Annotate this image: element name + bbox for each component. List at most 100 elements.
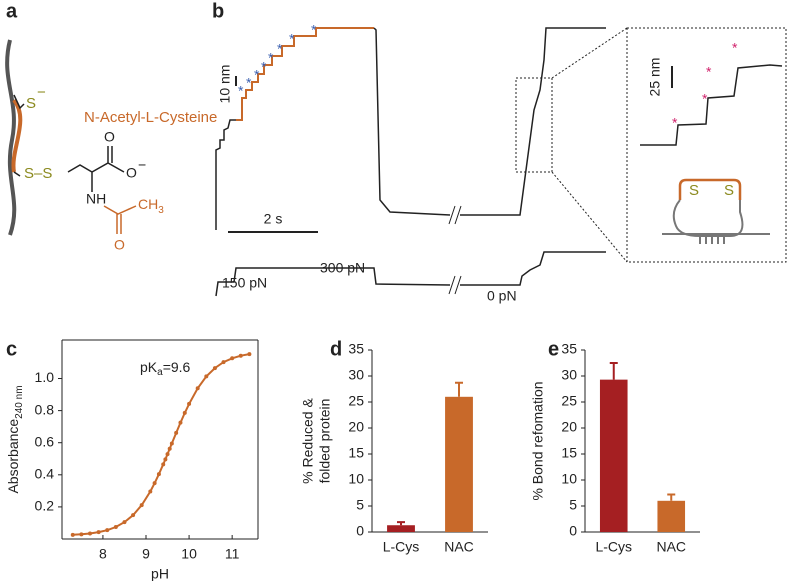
force-label: 300 pN [320, 260, 365, 276]
scale-label: 2 s [264, 211, 283, 227]
curve [72, 353, 250, 536]
step-marker: * [732, 40, 738, 56]
y-tick-label: 0 [569, 523, 577, 539]
y-tick-label: 0.6 [35, 433, 55, 449]
atom: S [724, 182, 734, 199]
step-marker: * [277, 41, 283, 57]
scale-label: 10 nm [217, 65, 233, 104]
bond [103, 205, 137, 234]
step-marker: * [702, 91, 708, 107]
point [169, 441, 174, 446]
y-tick-label: 30 [561, 367, 577, 383]
point [139, 503, 144, 508]
y-tick-label: 1.0 [35, 369, 55, 385]
y-tick-label: 20 [348, 419, 364, 435]
bar [387, 525, 415, 532]
y-axis-label: % Reduced & [300, 398, 316, 484]
label-part: =9.6 [163, 359, 191, 375]
atom: S–S [24, 165, 52, 182]
label-part: a [157, 367, 163, 378]
point [70, 532, 75, 537]
y-axis-label: % Bond refomation [530, 381, 546, 500]
inset-trace [640, 64, 783, 146]
panel-label: a [6, 0, 18, 22]
y-tick-label: 35 [348, 341, 364, 357]
y-tick-label: 20 [561, 419, 577, 435]
atom: O [126, 165, 137, 181]
y-tick-label: 0.2 [35, 498, 55, 514]
x-tick-label: L-Cys [383, 539, 420, 555]
step-marker: * [254, 67, 260, 83]
point [163, 457, 168, 462]
atom: CH3 [138, 196, 164, 216]
point [195, 386, 200, 391]
label-part: Absorbance [5, 419, 21, 494]
y-axis-label: Absorbance240 nm [5, 385, 25, 493]
bar [599, 379, 628, 532]
charge: − [138, 157, 146, 173]
y-tick-label: 15 [348, 445, 364, 461]
point [148, 489, 153, 494]
point [88, 531, 92, 536]
x-axis-label: pH [151, 566, 169, 581]
atom: S [26, 95, 36, 112]
point [167, 446, 172, 451]
y-tick-label: 30 [348, 367, 364, 383]
point [182, 410, 187, 415]
force-trace [215, 251, 606, 297]
point [187, 401, 192, 406]
zoom-box [515, 77, 553, 173]
point [174, 430, 179, 435]
y-tick-label: 25 [348, 393, 364, 409]
y-tick-label: 35 [561, 341, 577, 357]
panel-label: c [6, 338, 17, 360]
point [178, 420, 183, 425]
y-tick-label: 15 [561, 445, 577, 461]
trace [236, 27, 374, 121]
inset-box [626, 27, 787, 263]
y-tick-label: 0.4 [35, 466, 55, 482]
molecule-name: N-Acetyl-L-Cysteine [84, 109, 217, 126]
point [113, 524, 118, 529]
label-part: 240 nm [14, 385, 25, 418]
point [152, 481, 157, 486]
point [161, 462, 166, 467]
point [238, 353, 243, 358]
panel-label: b [212, 0, 224, 22]
step-marker: * [246, 75, 252, 91]
error-bar [455, 381, 463, 397]
charge: − [37, 84, 46, 101]
point [230, 356, 235, 361]
bar [657, 500, 686, 532]
step-marker: * [289, 31, 295, 47]
y-tick-label: 10 [348, 471, 364, 487]
x-tick-label: 11 [225, 546, 240, 562]
panel-label: d [330, 338, 342, 360]
protein-loop [678, 178, 742, 200]
x-tick-label: L-Cys [595, 539, 632, 555]
panel-label: e [548, 338, 559, 360]
step-marker: * [261, 59, 267, 75]
x-tick-label: NAC [444, 539, 474, 555]
point [79, 532, 84, 537]
tether [662, 199, 770, 244]
y-tick-label: 25 [561, 393, 577, 409]
error-bar [667, 493, 676, 501]
point [165, 452, 170, 457]
label-part: pK [140, 359, 158, 375]
point [96, 530, 101, 535]
bond [13, 94, 25, 177]
y-tick-label: 0.8 [35, 401, 55, 417]
y-tick-label: 5 [356, 497, 364, 513]
x-tick-label: 9 [142, 546, 150, 562]
step-marker: * [268, 50, 274, 66]
error-bar [609, 362, 618, 380]
y-tick-label: 0 [356, 523, 364, 539]
point [131, 513, 136, 518]
point [204, 374, 209, 379]
atom: O [104, 129, 115, 145]
zoom-line [551, 27, 628, 263]
x-tick-label: NAC [656, 539, 686, 555]
x-tick-label: 8 [99, 546, 107, 562]
